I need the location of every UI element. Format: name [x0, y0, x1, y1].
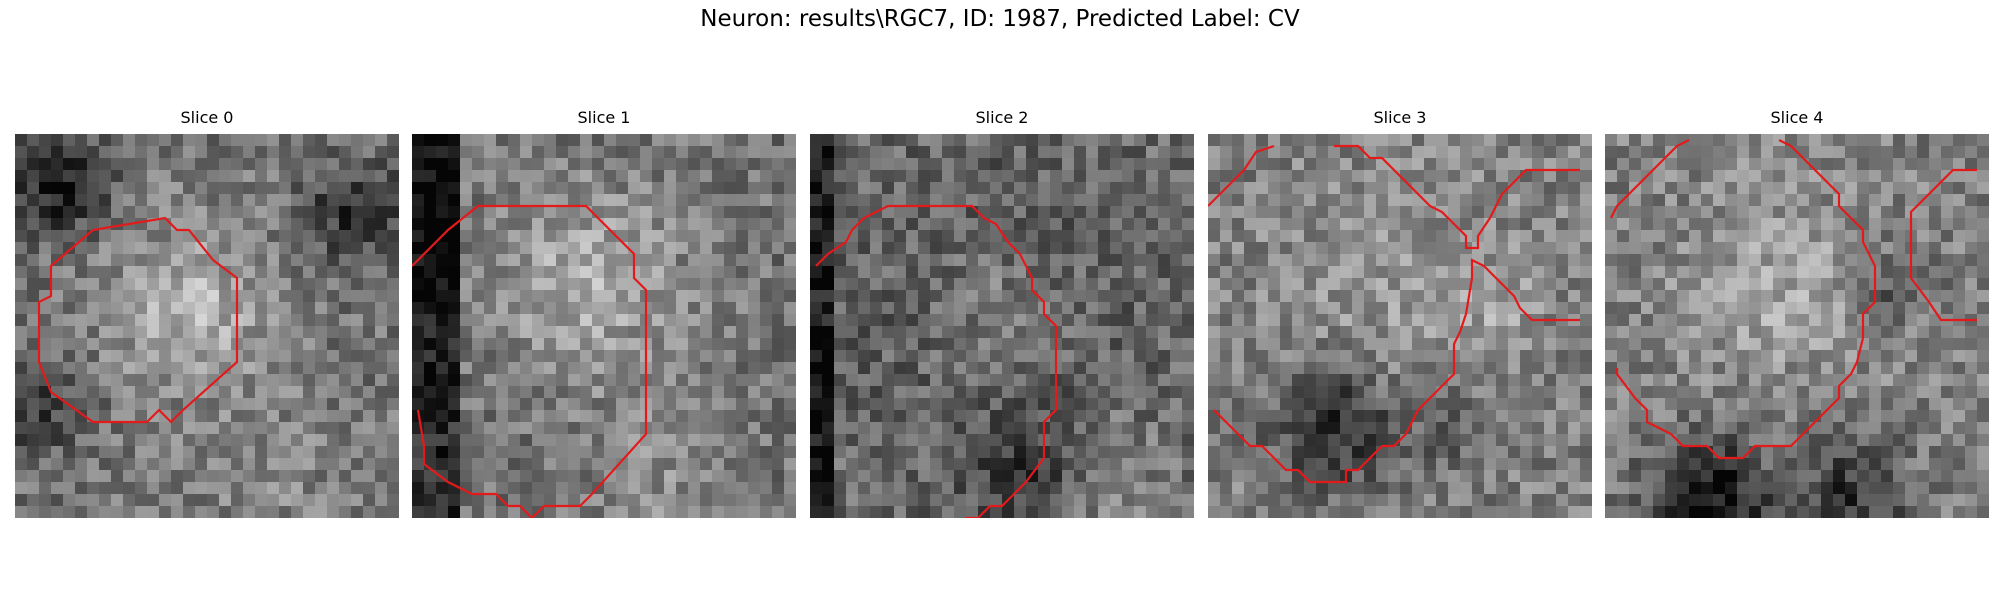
pixel-grid: [1208, 134, 1592, 518]
segmentation-contour: [1615, 139, 1877, 460]
pixel-grid: [412, 134, 796, 518]
slice-svg: [15, 134, 399, 518]
slice-svg: [412, 134, 796, 518]
slice-title: Slice 2: [975, 108, 1029, 127]
slice-image: [412, 134, 796, 518]
pixel-grid: [15, 134, 399, 518]
slice-svg: [1208, 134, 1592, 518]
slice-title: Slice 0: [180, 108, 234, 127]
slice-image: [1208, 134, 1592, 518]
slice-svg: [810, 134, 1194, 518]
segmentation-contour: [1213, 258, 1580, 484]
slice-title: Slice 1: [577, 108, 631, 127]
segmentation-contour: [1208, 144, 1275, 207]
segmentation-contour: [815, 204, 1058, 518]
segmentation-contour: [37, 216, 239, 424]
slice-image: [15, 134, 399, 518]
segmentation-contour: [412, 204, 648, 518]
segmentation-contour: [1610, 139, 1690, 219]
slice-image: [1605, 134, 1989, 518]
segmentation-contour: [1334, 144, 1580, 250]
slice-title: Slice 3: [1373, 108, 1427, 127]
pixel-grid: [1605, 134, 1989, 518]
slice-title: Slice 4: [1770, 108, 1824, 127]
figure-title: Neuron: results\RGC7, ID: 1987, Predicte…: [700, 6, 1300, 32]
slice-svg: [1605, 134, 1989, 518]
segmentation-contour: [1909, 168, 1977, 322]
pixel-grid: [810, 134, 1194, 518]
slice-image: [810, 134, 1194, 518]
